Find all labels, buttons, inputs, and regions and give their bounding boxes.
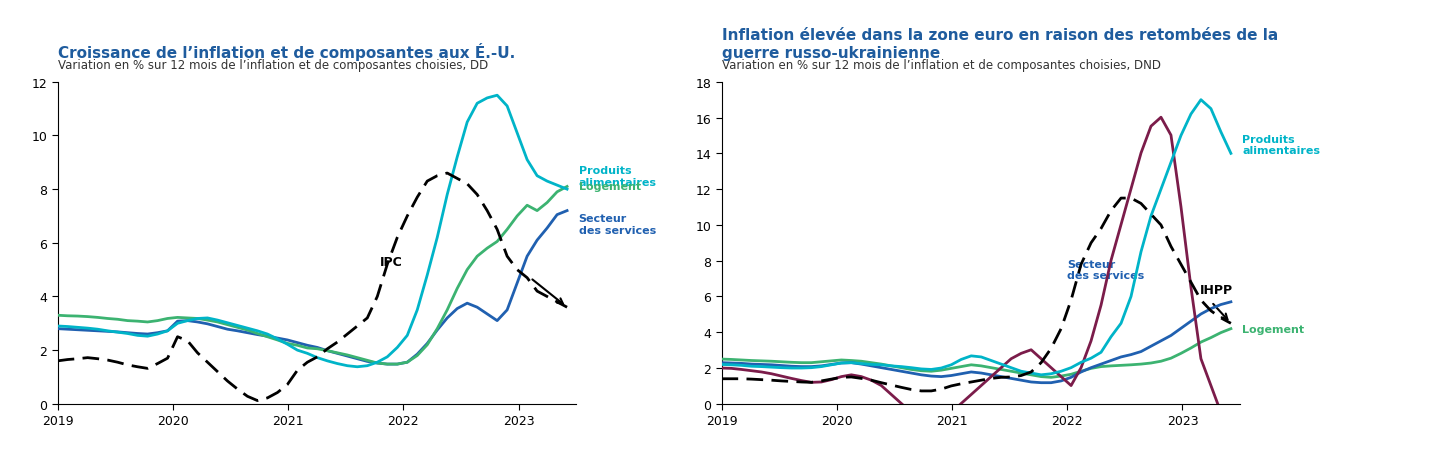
Text: Inflation élevée dans la zone euro en raison des retombées de la
guerre russo-uk: Inflation élevée dans la zone euro en ra…: [721, 28, 1278, 61]
Text: Logement: Logement: [578, 182, 640, 192]
Text: IHPP: IHPP: [1200, 284, 1233, 297]
Text: Variation en % sur 12 mois de l’inflation et de composantes choisies, DD: Variation en % sur 12 mois de l’inflatio…: [58, 59, 487, 72]
Text: Produits
alimentaires: Produits alimentaires: [1243, 134, 1321, 156]
Text: Secteur
des services: Secteur des services: [1067, 259, 1145, 281]
Text: Produits
alimentaires: Produits alimentaires: [578, 166, 656, 187]
Text: Secteur
des services: Secteur des services: [578, 214, 656, 235]
Text: Variation en % sur 12 mois de l’inflation et de composantes choisies, DND: Variation en % sur 12 mois de l’inflatio…: [721, 59, 1161, 72]
Text: IPC: IPC: [381, 256, 404, 269]
Text: Logement: Logement: [1243, 324, 1305, 334]
Text: Croissance de l’inflation et de composantes aux É.-U.: Croissance de l’inflation et de composan…: [58, 43, 515, 61]
